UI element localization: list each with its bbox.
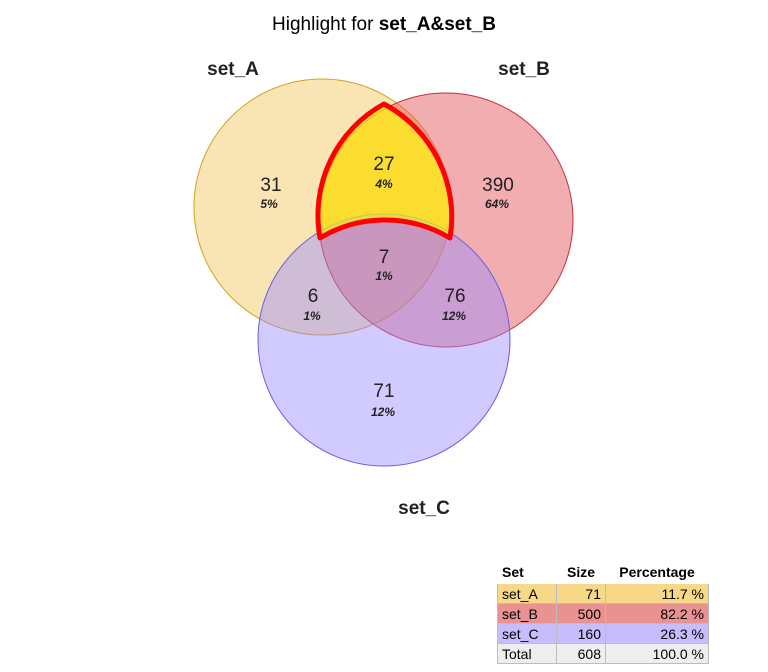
- table-header-row: Set Size Percentage: [498, 561, 709, 584]
- cell-size: 160: [556, 623, 606, 644]
- set-summary-table: Set Size Percentage set_A 71 11.7 % set_…: [497, 560, 709, 664]
- region-a-only: 31 5%: [260, 175, 281, 211]
- set-c-label: set_C: [398, 498, 450, 519]
- region-a-b-c: 7 1%: [375, 247, 393, 283]
- cell-set: set_A: [497, 583, 557, 604]
- cell-size: 608: [556, 643, 606, 664]
- cell-percentage: 82.2 %: [605, 603, 709, 624]
- table-row-set-a: set_A 71 11.7 %: [497, 583, 709, 604]
- region-b-and-c: 76 12%: [442, 286, 466, 323]
- region-b-only-count: 390: [482, 175, 514, 196]
- region-a-b-c-count: 7: [379, 247, 390, 268]
- chart-title: Highlight for set_A&set_B: [272, 14, 496, 35]
- region-a-and-c: 6 1%: [303, 286, 321, 323]
- table-row-set-b: set_B 500 82.2 %: [497, 603, 709, 624]
- cell-size: 500: [556, 603, 606, 624]
- set-a-label: set_A: [207, 59, 259, 80]
- region-a-and-c-pct: 1%: [303, 309, 321, 323]
- region-b-only: 390 64%: [482, 175, 514, 211]
- cell-percentage: 11.7 %: [605, 583, 709, 604]
- region-a-only-count: 31: [260, 175, 281, 196]
- region-a-and-b: 27 4%: [373, 154, 394, 191]
- set-b-label: set_B: [498, 59, 550, 80]
- highlight-region-a-and-b: [315, 101, 455, 241]
- region-a-and-b-pct: 4%: [374, 177, 393, 191]
- table-row-set-c: set_C 160 26.3 %: [497, 623, 709, 644]
- cell-set: set_B: [497, 603, 557, 624]
- region-a-and-b-count: 27: [373, 154, 394, 175]
- region-c-only: 71 12%: [371, 381, 395, 419]
- cell-percentage: 26.3 %: [605, 623, 709, 644]
- header-set: Set: [502, 564, 524, 580]
- header-size: Size: [566, 564, 595, 580]
- region-c-only-count: 71: [373, 381, 394, 402]
- region-a-only-pct: 5%: [260, 197, 278, 211]
- cell-percentage: 100.0 %: [605, 643, 709, 664]
- header-percentage: Percentage: [619, 564, 695, 580]
- region-b-only-pct: 64%: [485, 197, 509, 211]
- region-b-and-c-count: 76: [444, 286, 465, 307]
- table-row-total: Total 608 100.0 %: [497, 643, 709, 664]
- cell-size: 71: [556, 583, 606, 604]
- region-a-b-c-pct: 1%: [375, 269, 393, 283]
- region-c-only-pct: 12%: [371, 405, 395, 419]
- cell-set: Total: [497, 643, 557, 664]
- cell-set: set_C: [497, 623, 557, 644]
- region-a-and-c-count: 6: [308, 286, 319, 307]
- region-b-and-c-pct: 12%: [442, 309, 466, 323]
